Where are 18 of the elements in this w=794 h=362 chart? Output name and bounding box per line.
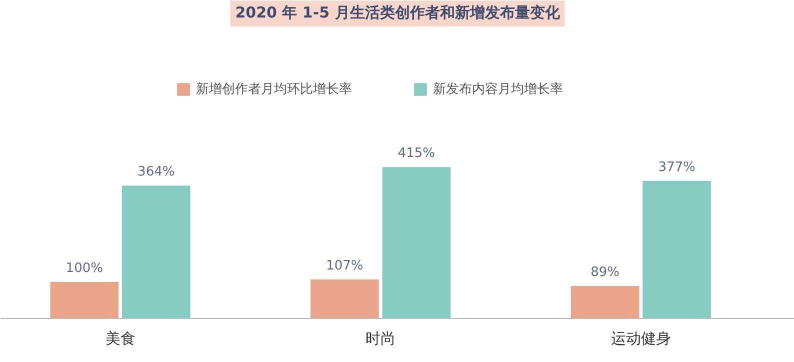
bar [122,186,190,318]
bar [642,180,711,318]
bar [50,282,119,318]
bar [382,167,451,318]
data-label: 107% [326,258,364,274]
data-label: 89% [590,265,620,280]
bar [310,279,379,318]
data-label: 100% [66,261,103,276]
x-tick-label: 时尚 [366,330,396,348]
legend-label: 新发布内容月均增长率 [433,81,563,98]
bar [570,286,640,318]
data-label: 377% [658,160,696,175]
x-tick-label: 运动健身 [610,330,671,348]
data-label: 415% [398,146,436,162]
chart-title: 2020 年 1-5 月生活类创作者和新增发布量变化 [235,4,561,22]
data-label: 364% [138,164,175,180]
legend-label: 新增创作者月均环比增长率 [196,81,352,98]
x-tick-label: 美食 [105,330,136,348]
